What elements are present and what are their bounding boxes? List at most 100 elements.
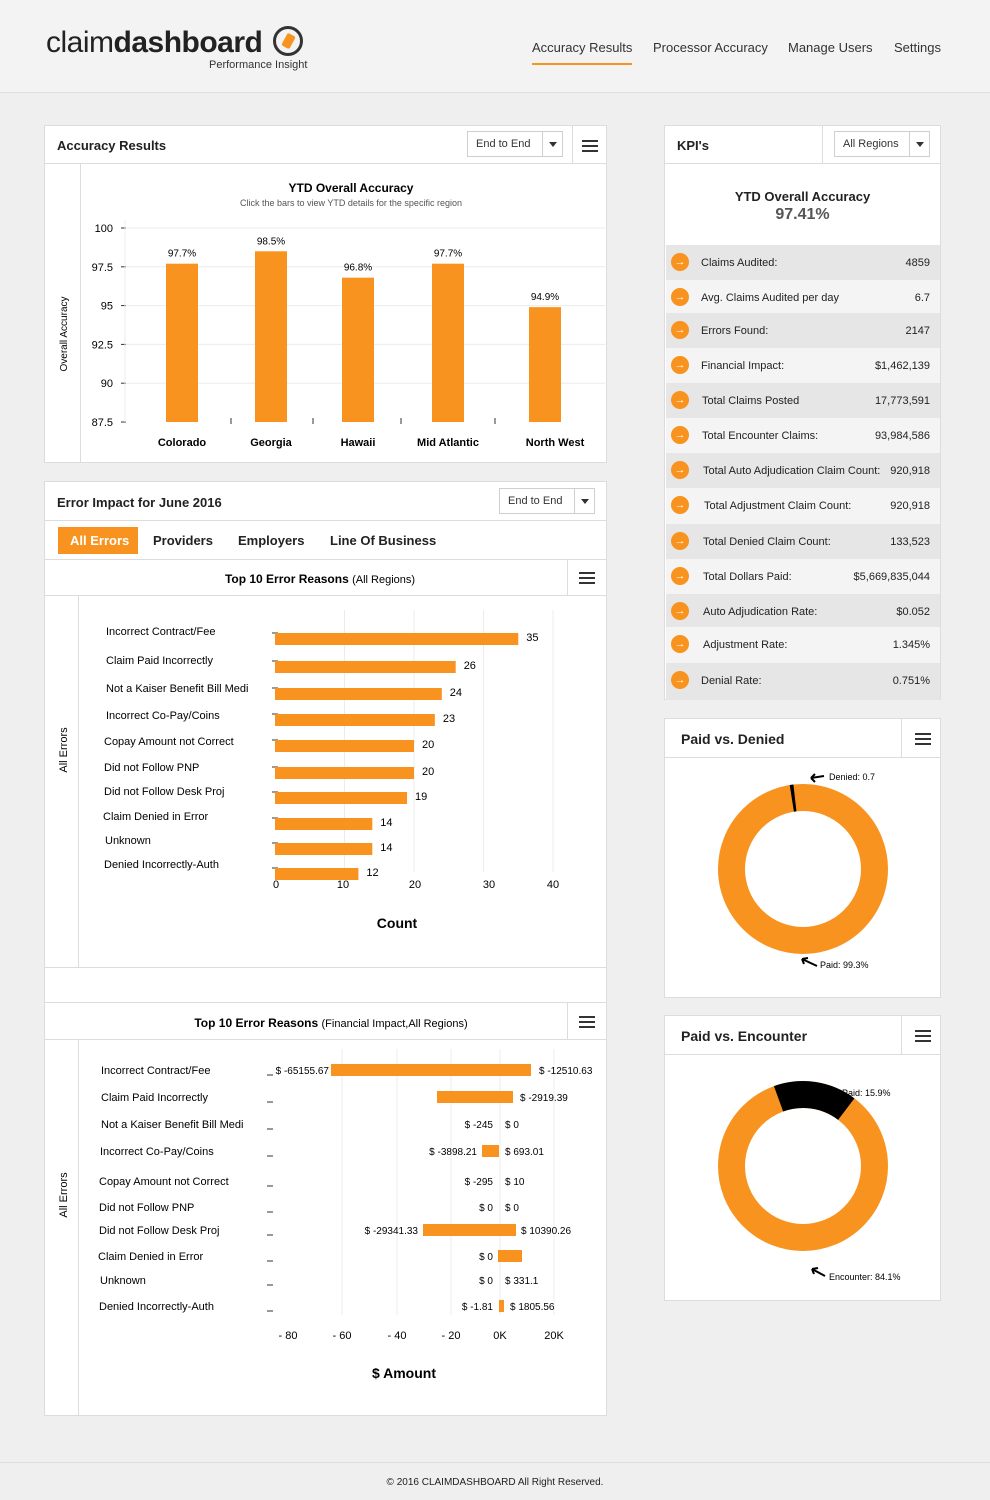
- divider: [45, 520, 606, 521]
- accuracy-bar-chart[interactable]: YTD Overall Accuracy Click the bars to vi…: [45, 164, 606, 462]
- arrow-right-icon: →: [671, 356, 689, 374]
- kpi-value: 0.751%: [892, 675, 930, 687]
- financial-impact-chart[interactable]: Top 10 Error Reasons (Financial Impact,A…: [45, 1003, 606, 1415]
- bar-7: [275, 818, 373, 830]
- x-tick-label: Colorado: [158, 437, 207, 449]
- nav-settings[interactable]: Settings: [894, 40, 941, 55]
- panel-title: Accuracy Results: [57, 138, 167, 153]
- y-tick-label: 92.5: [92, 339, 113, 351]
- paid-vs-encounter-panel: Paid vs. Encounter Paid: 15.9% Encounter:…: [664, 1015, 941, 1301]
- error-count-chart[interactable]: Top 10 Error Reasons (All Regions) All Er…: [45, 560, 606, 967]
- scope-dropdown[interactable]: End to End: [467, 131, 563, 157]
- chart-title-suffix: (All Regions): [352, 574, 415, 586]
- scope-dropdown[interactable]: End to End: [499, 488, 595, 514]
- kpi-row[interactable]: → Total Adjustment Claim Count: 920,918: [666, 488, 940, 524]
- bar-mid-atlantic: [432, 263, 464, 422]
- kpi-row[interactable]: → Auto Adjudication Rate: $0.052: [666, 594, 940, 627]
- kpi-value: 133,523: [890, 536, 930, 548]
- divider: [45, 559, 606, 560]
- arrow-right-icon: →: [671, 671, 689, 689]
- tab-all-errors[interactable]: All Errors: [58, 527, 138, 554]
- x-tick-label: North West: [526, 437, 585, 449]
- kpi-row[interactable]: → Financial Impact: $1,462,139: [666, 348, 940, 383]
- tab-employers[interactable]: Employers: [238, 533, 305, 548]
- bar-5: [275, 767, 414, 779]
- kpi-row[interactable]: → Total Dollars Paid: $5,669,835,044: [666, 559, 940, 594]
- x-tick-label: - 40: [388, 1330, 407, 1342]
- category-label: Unknown: [100, 1275, 146, 1287]
- kpi-row[interactable]: → Adjustment Rate: 1.345%: [666, 627, 940, 663]
- bar-value-label: 23: [443, 713, 455, 725]
- logo[interactable]: claimdashboard: [46, 26, 263, 60]
- menu-icon[interactable]: [582, 140, 598, 152]
- kpi-row[interactable]: → Total Auto Adjudication Claim Count: 920…: [666, 453, 940, 488]
- kpi-row[interactable]: → Total Encounter Claims: 93,984,586: [666, 418, 940, 453]
- logo-bold: dashboard: [113, 26, 263, 59]
- y-tick-label: 95: [101, 301, 113, 313]
- bar-value-label: 12: [366, 867, 378, 879]
- menu-icon[interactable]: [579, 572, 595, 584]
- bar-9: [275, 868, 359, 880]
- tab-providers[interactable]: Providers: [153, 533, 213, 548]
- kpi-label: Total Adjustment Claim Count:: [704, 500, 852, 512]
- category-label: Claim Denied in Error: [103, 811, 208, 823]
- divider: [901, 1016, 902, 1054]
- bar-8: [275, 843, 373, 855]
- tagline: Performance Insight: [209, 59, 308, 71]
- kpi-value: 17,773,591: [874, 395, 930, 407]
- kpi-row[interactable]: → Errors Found: 2147: [666, 313, 940, 348]
- negative-value-label: $ -295: [465, 1177, 494, 1188]
- nav-manage-users[interactable]: Manage Users: [788, 40, 873, 55]
- category-label: Incorrect Co-Pay/Coins: [106, 710, 220, 722]
- kpi-row[interactable]: → Claims Audited: 4859: [666, 245, 940, 280]
- category-label: Denied Incorrectly-Auth: [104, 859, 219, 871]
- kpi-value: $5,669,835,044: [853, 571, 930, 583]
- side-label: All Errors: [58, 1172, 70, 1218]
- side-label: All Errors: [58, 727, 70, 773]
- x-tick-label: Mid Atlantic: [417, 437, 479, 449]
- divider: [80, 163, 81, 462]
- kpi-label: Total Encounter Claims:: [702, 430, 819, 442]
- category-label: Copay Amount not Correct: [99, 1176, 229, 1188]
- bar-0: [331, 1064, 531, 1076]
- category-label: Not a Kaiser Benefit Bill Medi: [106, 683, 248, 695]
- x-tick-label: 30: [483, 879, 495, 891]
- tab-line-of-business[interactable]: Line Of Business: [330, 533, 437, 548]
- category-label: Did not Follow Desk Proj: [104, 786, 224, 798]
- category-label: Denied Incorrectly-Auth: [99, 1301, 214, 1313]
- region-dropdown[interactable]: All Regions: [834, 131, 930, 157]
- nav-processor-accuracy[interactable]: Processor Accuracy: [653, 40, 768, 55]
- bar-value-label: 19: [415, 791, 427, 803]
- menu-icon[interactable]: [579, 1016, 595, 1028]
- label-pointer-icon: [801, 957, 818, 967]
- kpi-label: Adjustment Rate:: [703, 639, 788, 651]
- kpi-row[interactable]: → Total Claims Posted 17,773,591: [666, 383, 940, 418]
- kpi-row[interactable]: → Avg. Claims Audited per day 6.7: [666, 280, 940, 313]
- footer: © 2016 CLAIMDASHBOARD All Right Reserved…: [0, 1462, 990, 1500]
- arrow-right-icon: →: [671, 461, 689, 479]
- divider: [45, 1039, 606, 1040]
- divider: [78, 1039, 79, 1415]
- nav-accuracy-results[interactable]: Accuracy Results: [532, 40, 633, 65]
- bar-3: [482, 1145, 499, 1157]
- chevron-down-icon: [542, 132, 562, 156]
- x-tick-label: 0K: [493, 1330, 507, 1342]
- menu-icon[interactable]: [915, 1030, 931, 1042]
- bar-north-west: [529, 307, 561, 422]
- category-label: Claim Paid Incorrectly: [101, 1092, 208, 1104]
- paid-encounter-donut[interactable]: Paid: 15.9% Encounter: 84.1%: [665, 1055, 940, 1300]
- kpi-row[interactable]: → Denial Rate: 0.751%: [666, 663, 940, 700]
- divider: [45, 1002, 606, 1003]
- category-label: Incorrect Co-Pay/Coins: [100, 1146, 214, 1158]
- paid-denied-donut[interactable]: Denied: 0.7 Paid: 99.3%: [665, 758, 940, 997]
- chart-title: YTD Overall Accuracy: [289, 181, 414, 195]
- category-label: Did not Follow PNP: [104, 762, 199, 774]
- bar-value-label: 96.8%: [344, 263, 372, 274]
- panel-title: Paid vs. Encounter: [681, 1028, 808, 1044]
- menu-icon[interactable]: [915, 733, 931, 745]
- kpi-row[interactable]: → Total Denied Claim Count: 133,523: [666, 524, 940, 559]
- divider: [567, 1002, 568, 1039]
- dropdown-value: End to End: [476, 138, 531, 150]
- x-tick-label: 40: [547, 879, 559, 891]
- panel-title: KPI's: [677, 138, 709, 153]
